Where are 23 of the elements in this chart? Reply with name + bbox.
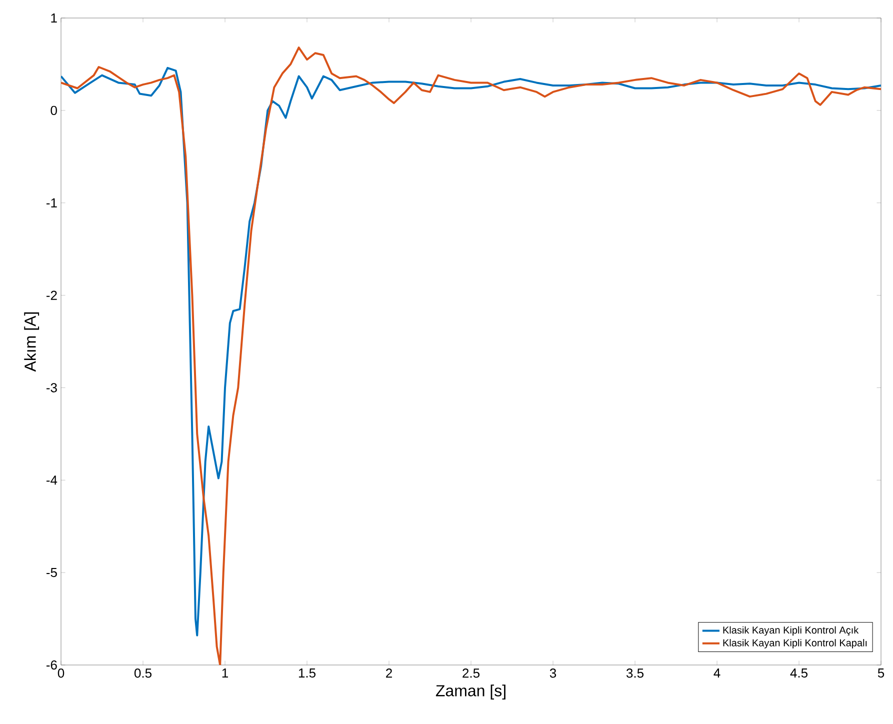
y-tick-label: -2 bbox=[46, 290, 57, 300]
y-tick-label: -6 bbox=[46, 660, 57, 670]
x-tick-label: 0.5 bbox=[134, 668, 152, 678]
x-tick-label: 0 bbox=[58, 668, 64, 678]
x-tick-label: 4.5 bbox=[790, 668, 808, 678]
x-tick-label: 5 bbox=[878, 668, 884, 678]
x-tick-label: 1 bbox=[222, 668, 228, 678]
x-tick-label: 2.5 bbox=[462, 668, 480, 678]
x-tick-label: 2 bbox=[386, 668, 392, 678]
y-tick-label: -4 bbox=[46, 476, 58, 485]
y-tick-label: -5 bbox=[46, 568, 57, 578]
x-tick-label: 3 bbox=[550, 668, 556, 678]
y-tick-label: 0 bbox=[50, 106, 57, 116]
x-tick-label: 1.5 bbox=[298, 668, 316, 678]
y-axis-title: Akım [A] bbox=[24, 312, 40, 372]
x-tick-label: 3.5 bbox=[626, 668, 644, 678]
x-tick-label: 4 bbox=[714, 668, 720, 678]
y-tick-label: -1 bbox=[46, 198, 57, 208]
x-axis-title: Zaman [s] bbox=[436, 684, 506, 700]
legend-label: Klasik Kayan Kipli Kontrol Kapalı bbox=[723, 639, 867, 648]
y-tick-label: -3 bbox=[46, 383, 57, 392]
legend-label: Klasik Kayan Kipli Kontrol Açık bbox=[723, 626, 859, 636]
y-tick-label: 1 bbox=[51, 14, 57, 22]
